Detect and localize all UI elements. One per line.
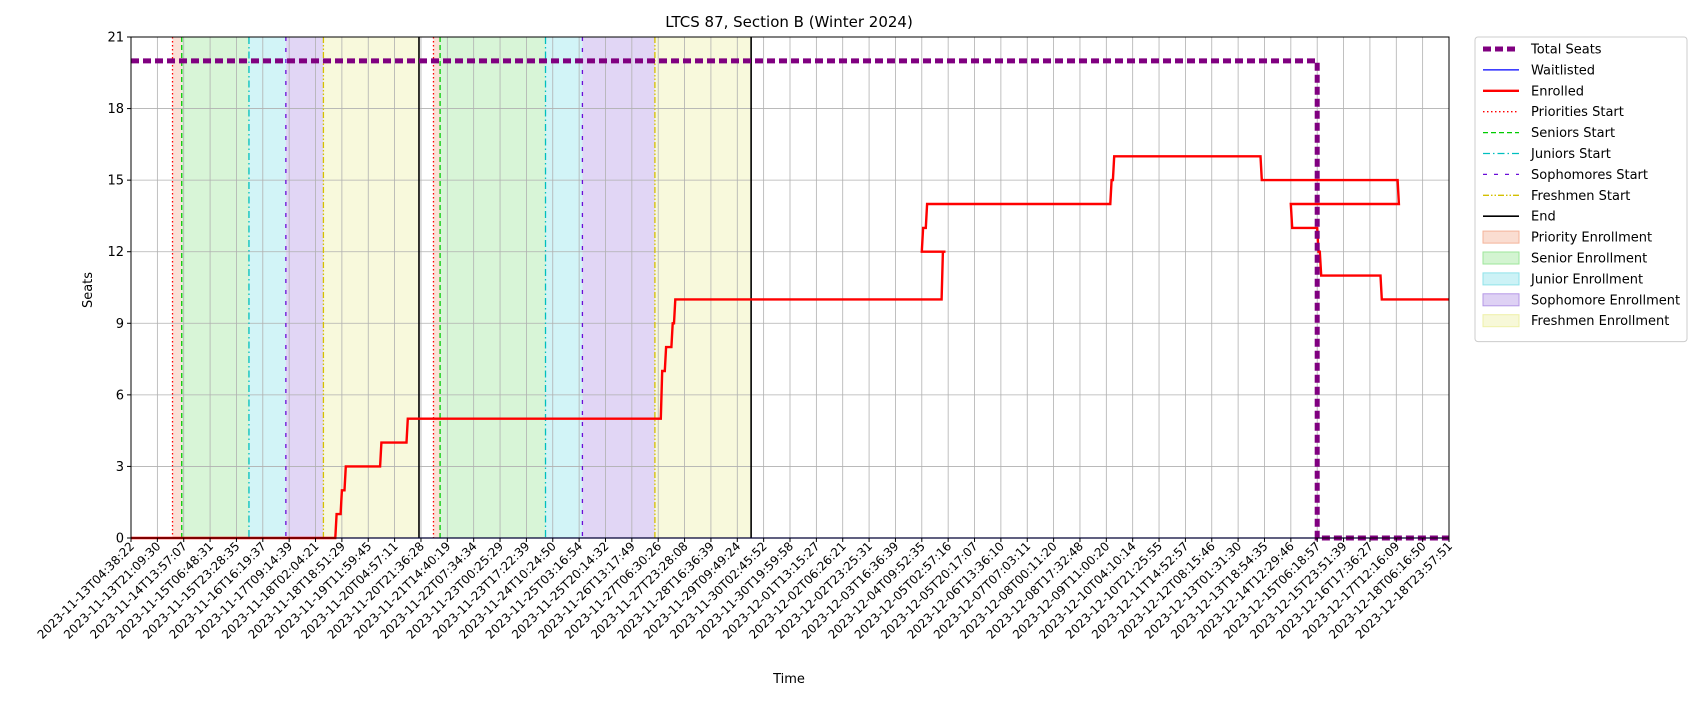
legend-label: Freshmen Enrollment xyxy=(1531,314,1669,329)
legend-label: End xyxy=(1531,210,1556,225)
phase-region xyxy=(440,37,546,538)
legend-label: Priorities Start xyxy=(1531,105,1624,120)
legend-label: Waitlisted xyxy=(1531,63,1595,78)
phase-region xyxy=(433,37,441,538)
phase-region xyxy=(285,37,324,538)
y-tick-label: 0 xyxy=(116,532,124,547)
phase-region xyxy=(545,37,583,538)
y-tick-label: 9 xyxy=(116,317,124,332)
y-tick-label: 15 xyxy=(107,174,124,189)
grid-lines xyxy=(130,36,1450,539)
y-tick-label: 18 xyxy=(107,102,124,117)
x-axis-label: Time xyxy=(772,672,805,687)
y-tick-label: 6 xyxy=(116,388,124,403)
legend-label: Senior Enrollment xyxy=(1531,252,1647,267)
legend-swatch xyxy=(1482,230,1520,244)
legend-label: Junior Enrollment xyxy=(1530,272,1643,287)
phase-region xyxy=(654,37,752,538)
legend-label: Sophomore Enrollment xyxy=(1531,293,1680,308)
legend-swatch xyxy=(1482,314,1520,328)
y-tick-label: 12 xyxy=(107,245,124,260)
legend-label: Total Seats xyxy=(1530,43,1602,58)
legend-label: Enrolled xyxy=(1531,84,1584,99)
legend-label: Freshmen Start xyxy=(1531,189,1630,204)
legend-label: Priority Enrollment xyxy=(1531,231,1652,246)
legend-swatch xyxy=(1482,293,1520,307)
legend-label: Sophomores Start xyxy=(1531,168,1648,183)
phase-regions xyxy=(172,37,752,538)
y-axis-label: Seats xyxy=(81,272,96,308)
phase-marker-lines xyxy=(171,37,752,538)
phase-region xyxy=(582,37,655,538)
phase-region xyxy=(181,37,249,538)
legend-label: Juniors Start xyxy=(1530,147,1611,162)
y-ticks: 0 3 6 9 12 15 18 21 xyxy=(107,31,131,547)
phase-region xyxy=(323,37,419,538)
legend-swatch xyxy=(1482,251,1520,265)
phase-region xyxy=(172,37,182,538)
chart-title: LTCS 87, Section B (Winter 2024) xyxy=(665,13,913,31)
legend-box xyxy=(1474,36,1688,343)
legend: Total Seats Waitlisted Enrolled Priorities … xyxy=(1474,36,1688,343)
legend-swatch xyxy=(1482,272,1520,286)
phase-region xyxy=(248,37,286,538)
y-tick-label: 3 xyxy=(116,460,124,475)
legend-label: Seniors Start xyxy=(1531,126,1615,141)
y-tick-label: 21 xyxy=(107,31,124,46)
series-line xyxy=(131,155,1449,540)
